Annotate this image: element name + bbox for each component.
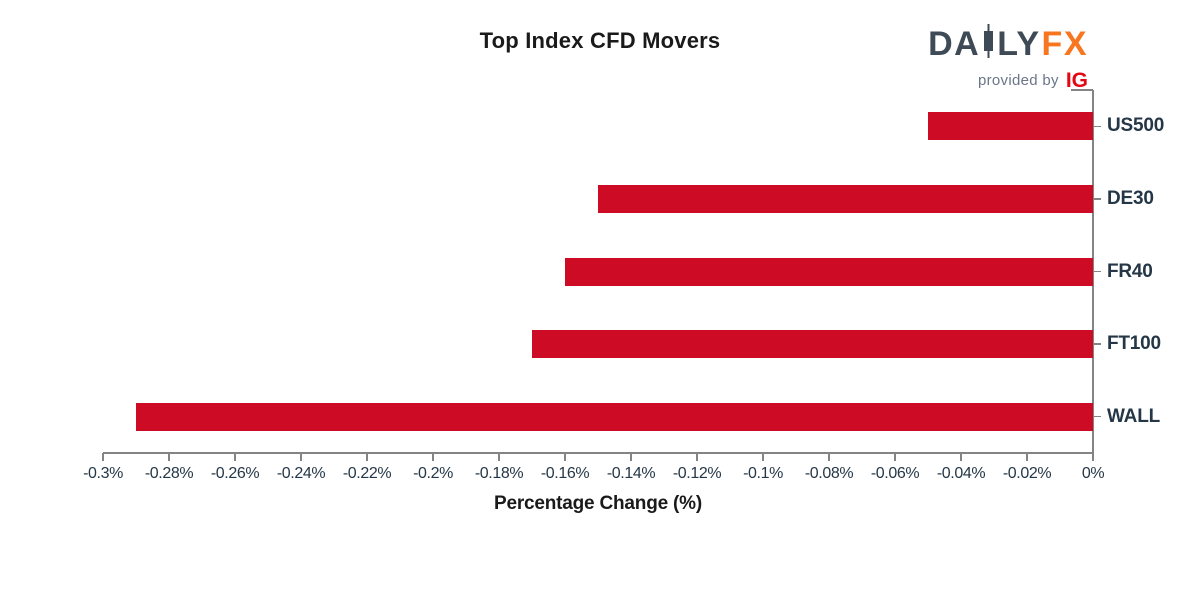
y-tick: [1093, 125, 1101, 128]
bar: [136, 402, 1093, 431]
x-tick: [366, 453, 368, 461]
logo-provided-by: provided by IG: [928, 70, 1088, 91]
bar-label: US500: [1107, 115, 1165, 137]
x-tick: [234, 453, 236, 461]
candlestick-icon: [983, 24, 994, 64]
y-tick: [1093, 343, 1101, 345]
x-tick-label: -0.08%: [804, 465, 854, 482]
dailyfx-logo: DA LY FX provided by IG: [928, 24, 1088, 91]
x-tick: [762, 453, 764, 461]
x-tick: [696, 453, 698, 461]
x-tick-label: -0.18%: [474, 465, 524, 482]
x-tick-label: 0%: [1081, 465, 1105, 482]
y-tick: [1093, 270, 1101, 273]
x-tick-label: -0.26%: [210, 465, 260, 482]
dailyfx-wordmark: DA LY FX: [928, 24, 1088, 64]
x-tick: [300, 453, 302, 461]
x-tick: [960, 453, 962, 461]
bar: [532, 330, 1093, 359]
x-tick-label: -0.22%: [342, 465, 392, 482]
x-tick-label: -0.12%: [672, 465, 722, 482]
x-tick-label: -0.14%: [606, 465, 656, 482]
x-tick: [432, 453, 434, 461]
x-tick: [498, 453, 500, 461]
x-tick-label: -0.1%: [743, 465, 783, 482]
x-tick: [102, 453, 104, 461]
x-tick-label: -0.28%: [144, 465, 194, 482]
x-tick: [1026, 453, 1028, 461]
x-tick: [1092, 453, 1094, 461]
ig-logo: IG: [1065, 69, 1088, 92]
y-tick: [1093, 415, 1101, 418]
x-axis-line: [103, 452, 1093, 454]
x-tick: [894, 453, 896, 461]
bar-label: FT100: [1107, 333, 1161, 355]
logo-text-ly: LY: [997, 25, 1041, 63]
axis-top-cap: [1071, 89, 1093, 91]
bar: [598, 184, 1093, 213]
x-tick-label: -0.2%: [413, 465, 453, 482]
x-tick: [168, 453, 170, 461]
y-tick: [1093, 198, 1101, 200]
bar-label: FR40: [1107, 260, 1153, 282]
bar: [565, 257, 1093, 286]
bar-label: WALL: [1107, 405, 1161, 427]
x-tick-label: -0.24%: [276, 465, 326, 482]
logo-text-fx: FX: [1041, 25, 1088, 63]
logo-text-da: DA: [928, 25, 981, 63]
bar-label: DE30: [1107, 187, 1154, 209]
x-tick: [828, 453, 830, 461]
x-axis-label: Percentage Change (%): [493, 493, 703, 514]
x-tick-label: -0.16%: [540, 465, 590, 482]
x-tick-label: -0.02%: [1002, 465, 1052, 482]
bar: [928, 112, 1093, 141]
x-tick-label: -0.06%: [870, 465, 920, 482]
x-tick-label: -0.3%: [83, 465, 123, 482]
chart-title: Top Index CFD Movers: [479, 28, 721, 53]
provided-by-text: provided by: [977, 72, 1059, 89]
x-tick: [630, 453, 632, 461]
x-tick-label: -0.04%: [936, 465, 986, 482]
x-tick: [564, 453, 566, 461]
